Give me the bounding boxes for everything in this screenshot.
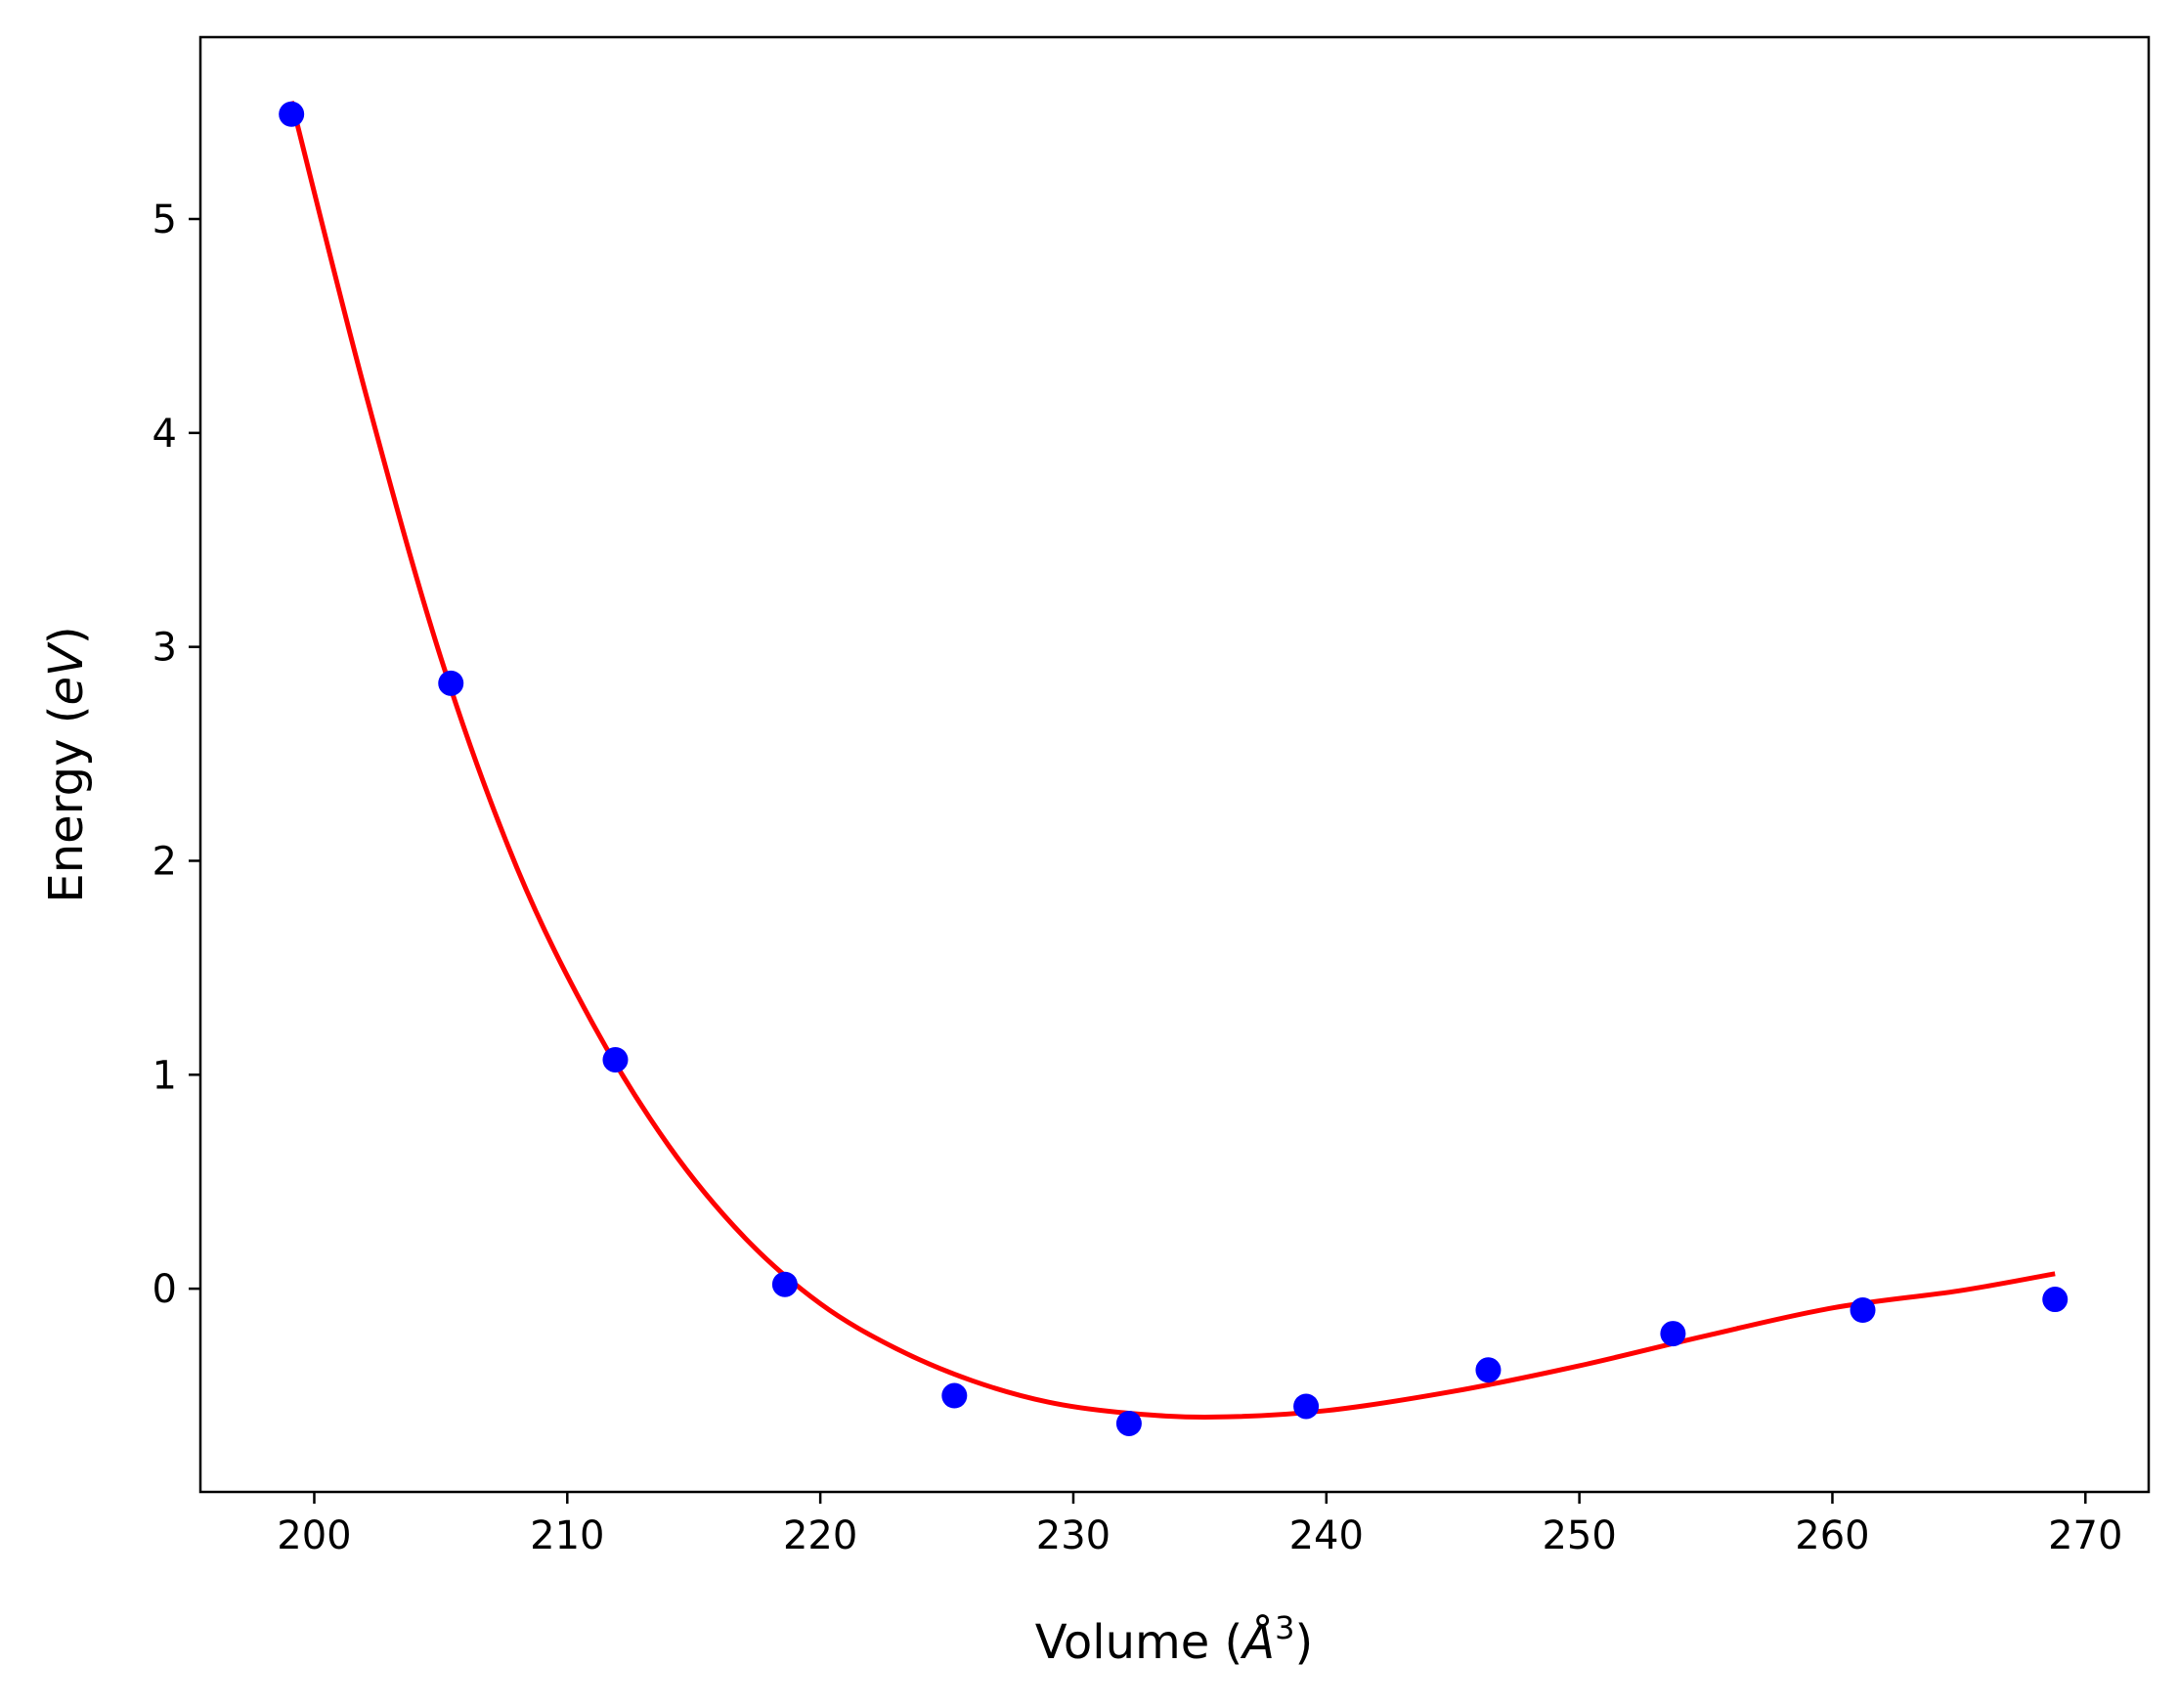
y-axis-ticks: 0 1 2 3 4 5 (152, 197, 200, 1312)
data-point-4 (771, 1271, 798, 1297)
data-point-8 (1475, 1357, 1502, 1383)
y-axis-label: Energy (eV) (39, 626, 94, 902)
data-point-3 (602, 1046, 629, 1073)
data-point-11 (2042, 1287, 2069, 1313)
y-tick-label: 4 (152, 412, 177, 457)
x-tick-label: 260 (1795, 1513, 1869, 1558)
x-axis-label-prefix: Volume ( (1035, 1615, 1243, 1670)
data-point-7 (1293, 1393, 1320, 1420)
x-axis-ticks: 200 210 220 230 240 250 260 270 (277, 1492, 2122, 1558)
data-point-1 (279, 101, 305, 127)
data-points-layer (279, 101, 2069, 1436)
y-tick-label: 3 (152, 626, 177, 671)
x-tick-label: 210 (530, 1513, 604, 1558)
x-tick-label: 200 (277, 1513, 351, 1558)
x-tick-label: 240 (1289, 1513, 1364, 1558)
y-tick-label: 0 (152, 1267, 177, 1312)
x-axis-label-suffix: ) (1294, 1615, 1313, 1670)
data-point-10 (1850, 1297, 1876, 1323)
data-point-2 (438, 670, 464, 696)
x-tick-label: 230 (1036, 1513, 1111, 1558)
x-tick-label: 250 (1542, 1513, 1616, 1558)
y-tick-label: 5 (152, 197, 177, 242)
y-axis-label-suffix: ) (39, 626, 94, 644)
y-tick-label: 2 (152, 839, 177, 884)
x-tick-label: 270 (2048, 1513, 2122, 1558)
plot-area-frame (198, 35, 2151, 1494)
y-axis-label-prefix: Energy ( (39, 706, 94, 903)
y-axis-label-italic: eV (39, 641, 94, 706)
x-axis-label-superscript: 3 (1275, 1609, 1294, 1646)
x-tick-label: 220 (783, 1513, 857, 1558)
y-tick-label: 1 (152, 1053, 177, 1098)
data-point-5 (941, 1382, 968, 1409)
x-axis-label-symbol: Å (1240, 1614, 1275, 1670)
data-point-9 (1660, 1321, 1686, 1347)
data-point-6 (1115, 1410, 1142, 1436)
x-axis-label: Volume (Å3) (1035, 1609, 1313, 1670)
